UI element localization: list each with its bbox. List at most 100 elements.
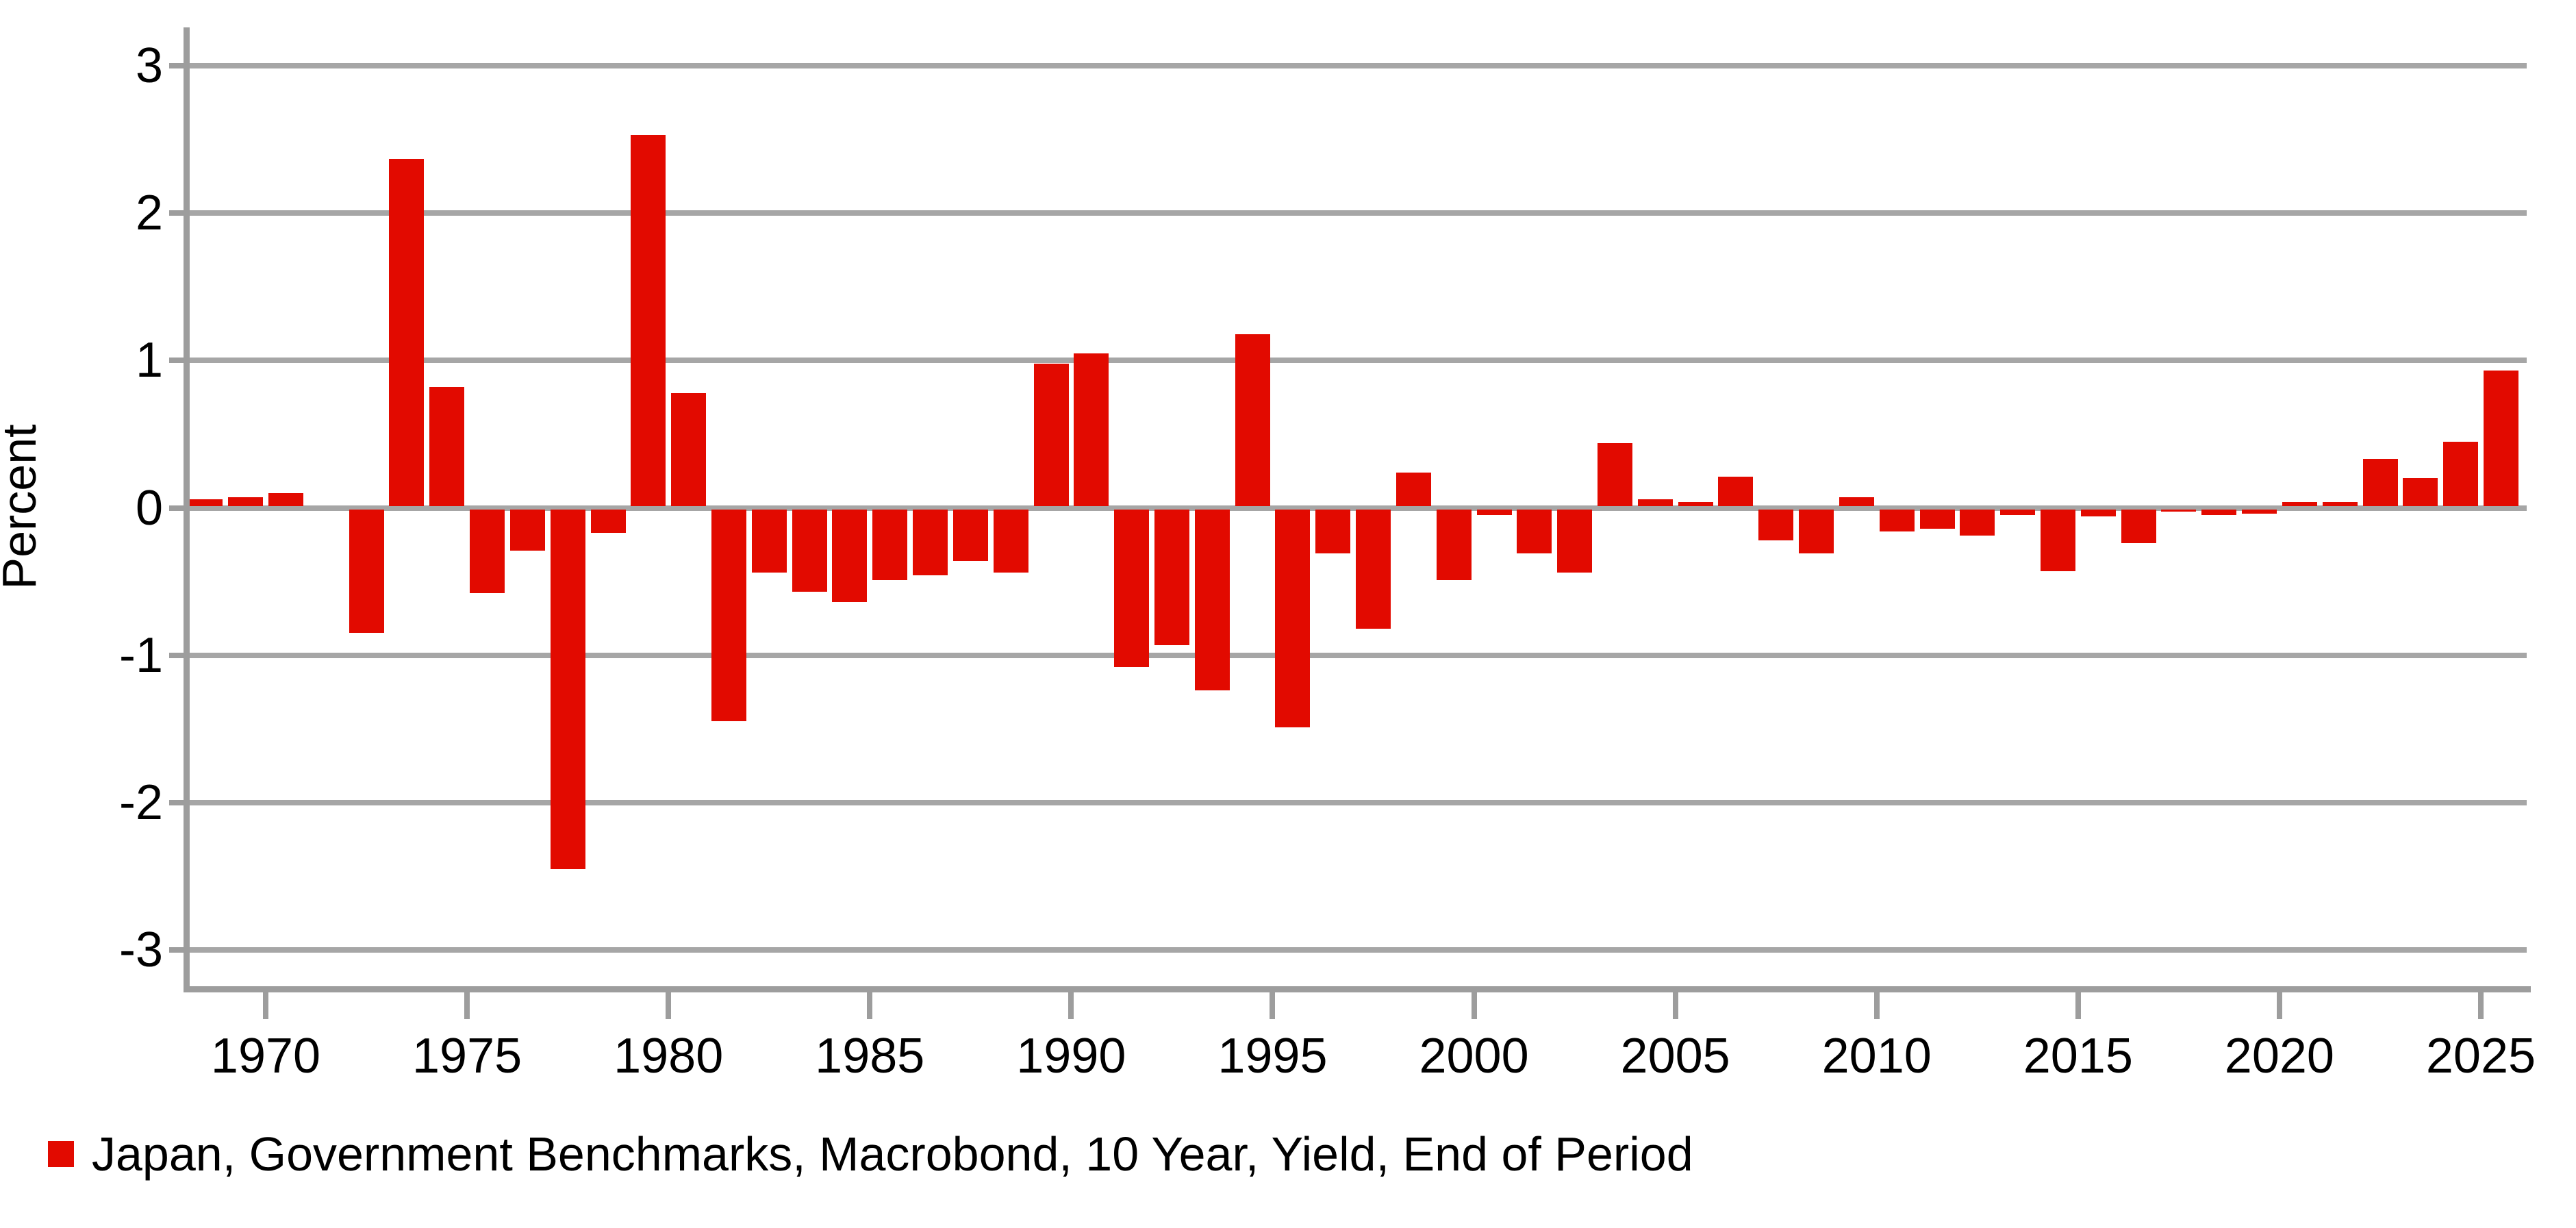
x-tick-mark bbox=[1873, 989, 1880, 1019]
bar-2015 bbox=[2080, 509, 2116, 517]
x-tick-mark bbox=[464, 989, 470, 1019]
y-tick-mark bbox=[169, 947, 190, 953]
bar-1986 bbox=[913, 509, 948, 576]
x-tick-label: 2020 bbox=[2224, 1029, 2334, 1083]
x-tick-label: 2015 bbox=[2023, 1029, 2133, 1083]
x-tick-label: 1995 bbox=[1217, 1029, 1328, 1083]
x-tick-mark bbox=[666, 989, 672, 1019]
bar-2023 bbox=[2403, 478, 2438, 507]
bar-2001 bbox=[1517, 509, 1552, 554]
bar-2022 bbox=[2362, 459, 2398, 507]
x-tick-mark bbox=[1270, 989, 1276, 1019]
gridline-y-0 bbox=[190, 505, 2527, 511]
bar-1985 bbox=[872, 509, 908, 580]
bar-2006 bbox=[1718, 477, 1754, 507]
x-tick-label: 2010 bbox=[1821, 1029, 1932, 1083]
bar-1982 bbox=[751, 509, 787, 573]
legend-color-swatch bbox=[48, 1141, 74, 1167]
bar-2002 bbox=[1557, 509, 1593, 573]
bar-2018 bbox=[2201, 509, 2237, 516]
bar-1994 bbox=[1235, 334, 1270, 507]
x-tick-label: 2025 bbox=[2425, 1029, 2536, 1083]
bar-1980 bbox=[671, 392, 707, 507]
bar-1997 bbox=[1356, 509, 1391, 629]
gridline-y--2 bbox=[190, 799, 2527, 805]
bar-2009 bbox=[1839, 497, 1874, 507]
bar-1996 bbox=[1315, 509, 1351, 554]
bar-2025 bbox=[2483, 371, 2518, 507]
x-tick-label: 1975 bbox=[412, 1029, 522, 1083]
bar-2024 bbox=[2443, 441, 2479, 507]
bar-2019 bbox=[2242, 509, 2277, 514]
bar-1968 bbox=[188, 499, 223, 507]
bar-1989 bbox=[1033, 363, 1069, 507]
bar-1981 bbox=[711, 509, 746, 722]
bar-1988 bbox=[993, 509, 1028, 573]
x-tick-mark bbox=[263, 989, 268, 1019]
bar-2008 bbox=[1799, 509, 1834, 554]
y-tick-label: 0 bbox=[135, 480, 163, 536]
y-tick-mark bbox=[169, 358, 190, 364]
x-tick-mark bbox=[2075, 989, 2081, 1019]
bar-1974 bbox=[429, 387, 465, 507]
bar-1998 bbox=[1396, 472, 1431, 507]
bar-1972 bbox=[349, 509, 384, 634]
bar-2010 bbox=[1879, 509, 1915, 531]
y-tick-label: -1 bbox=[118, 627, 163, 683]
y-tick-mark bbox=[169, 210, 190, 216]
x-tick-mark bbox=[1068, 989, 1074, 1019]
bar-2014 bbox=[2040, 509, 2075, 572]
gridline-y-3 bbox=[190, 62, 2527, 68]
x-tick-label: 1990 bbox=[1016, 1029, 1126, 1083]
bar-2007 bbox=[1758, 509, 1794, 540]
bar-2021 bbox=[2322, 501, 2358, 507]
x-tick-mark bbox=[2276, 989, 2282, 1019]
x-tick-label: 2005 bbox=[1620, 1029, 1730, 1083]
bar-1993 bbox=[1194, 509, 1230, 691]
bar-1995 bbox=[1275, 509, 1311, 728]
gridline-y--3 bbox=[190, 947, 2527, 953]
bar-2000 bbox=[1476, 509, 1512, 516]
bar-2012 bbox=[1960, 509, 1995, 536]
bar-2020 bbox=[2282, 501, 2317, 507]
gridline-y--1 bbox=[190, 652, 2527, 658]
x-tick-label: 1980 bbox=[614, 1029, 724, 1083]
y-tick-label: 2 bbox=[135, 186, 163, 241]
x-tick-mark bbox=[867, 989, 873, 1019]
bar-1983 bbox=[792, 509, 827, 592]
y-tick-mark bbox=[169, 799, 190, 805]
y-tick-mark bbox=[169, 62, 190, 68]
bar-1977 bbox=[550, 509, 585, 869]
x-axis-line bbox=[184, 986, 2531, 992]
bar-1990 bbox=[1074, 353, 1109, 507]
bar-1984 bbox=[832, 509, 868, 603]
y-tick-mark bbox=[169, 652, 190, 658]
bar-2004 bbox=[1637, 499, 1673, 507]
bar-1976 bbox=[509, 509, 545, 551]
bar-2017 bbox=[2161, 509, 2197, 512]
gridline-y-1 bbox=[190, 358, 2527, 364]
x-tick-label: 1970 bbox=[210, 1029, 321, 1083]
bar-2003 bbox=[1597, 442, 1632, 507]
gridline-y-2 bbox=[190, 210, 2527, 216]
bar-1975 bbox=[470, 509, 505, 594]
bar-1991 bbox=[1114, 509, 1150, 667]
y-tick-label: 1 bbox=[135, 333, 163, 388]
legend-label: Japan, Government Benchmarks, Macrobond,… bbox=[92, 1127, 1693, 1181]
x-tick-label: 2000 bbox=[1419, 1029, 1529, 1083]
x-tick-mark bbox=[2477, 989, 2484, 1019]
bar-2016 bbox=[2121, 509, 2156, 544]
bar-1979 bbox=[631, 135, 666, 507]
bar-1987 bbox=[952, 509, 988, 561]
bar-1978 bbox=[590, 509, 626, 534]
bar-2013 bbox=[2000, 509, 2036, 516]
bar-1973 bbox=[389, 158, 425, 507]
y-tick-label: -2 bbox=[118, 775, 163, 830]
legend: Japan, Government Benchmarks, Macrobond,… bbox=[48, 1127, 1693, 1181]
x-tick-mark bbox=[1471, 989, 1477, 1019]
bar-1970 bbox=[268, 492, 303, 507]
y-tick-mark bbox=[169, 505, 190, 511]
bar-1999 bbox=[1436, 509, 1472, 580]
x-tick-label: 1985 bbox=[815, 1029, 925, 1083]
